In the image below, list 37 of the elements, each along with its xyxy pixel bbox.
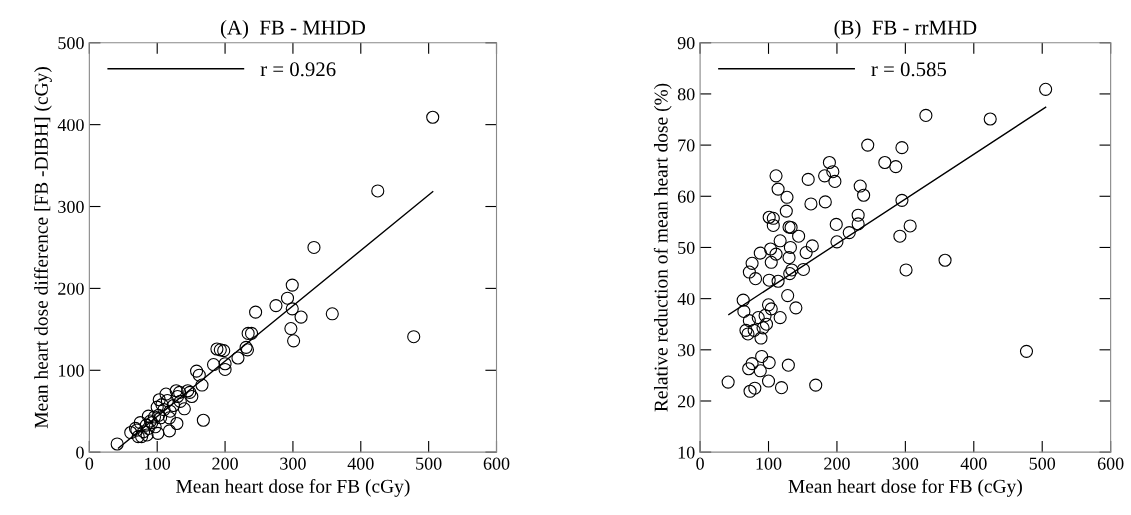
y-axis-title: Mean heart dose difference [FB -DIBH] (cGy) [33,67,52,429]
legend-label: r = 0.585 [871,62,947,77]
x-axis-title: Mean heart dose for FB (cGy) [176,478,410,497]
x-tick-label: 300 [892,457,919,470]
y-tick-label: 0 [76,446,84,459]
x-tick-label: 300 [280,457,306,470]
y-tick-label: 10 [678,446,695,459]
y-tick-label: 300 [58,200,84,213]
chart-title: (A) FB - MHDD [220,19,366,39]
y-tick-label: 60 [677,190,695,203]
x-tick-label: 200 [824,457,850,470]
y-tick-label: 50 [678,241,695,254]
x-tick-label: 400 [347,457,374,470]
chart-title: (B) FB - rrMHD [834,19,977,39]
y-axis-title: Relative reduction of mean heart dose (%) [653,83,672,412]
x-tick-label: 500 [416,457,442,470]
x-tick-label: 400 [960,457,987,470]
y-tick-label: 70 [678,139,695,152]
y-tick-label: 40 [677,292,695,306]
x-tick-label: 100 [145,457,171,470]
y-tick-label: 20 [677,395,695,408]
y-tick-label: 200 [58,282,84,295]
y-tick-label: 100 [58,364,84,377]
x-tick-label: 100 [756,457,782,470]
y-tick-label: 400 [57,118,84,132]
legend-label: r = 0.926 [260,62,336,77]
x-tick-label: 500 [1029,457,1056,470]
x-tick-label: 600 [483,457,510,470]
y-tick-label: 30 [678,344,695,357]
x-tick-label: 600 [1097,457,1124,470]
y-tick-label: 80 [677,88,695,101]
y-tick-label: 90 [677,37,695,50]
x-tick-label: 0 [85,457,94,470]
x-tick-label: 200 [212,457,238,470]
x-tick-label: 0 [696,457,704,470]
y-tick-label: 500 [58,37,84,50]
x-axis-title: Mean heart dose for FB (cGy) [788,478,1022,497]
